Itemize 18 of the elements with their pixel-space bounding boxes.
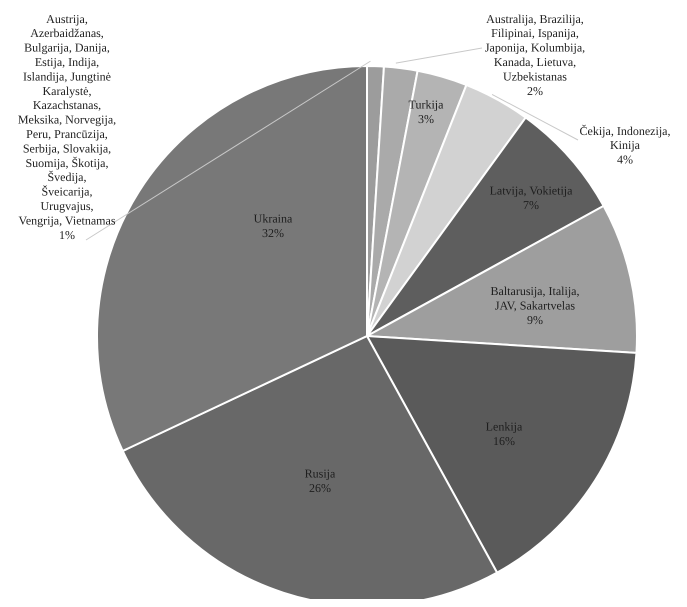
slice-label: Čekija, Indonezija, Kinija — [580, 124, 670, 152]
data-label: 4% — [617, 152, 633, 167]
slice-label: Baltarusija, Italija, JAV, Sakartvelas — [490, 284, 580, 313]
slice-label: Turkija — [408, 97, 444, 112]
slice-label: Ukraina — [254, 211, 293, 226]
data-label: 32% — [262, 226, 284, 240]
data-label: 26% — [309, 480, 331, 495]
data-label: 2% — [527, 84, 543, 98]
slice-label: Rusija — [304, 466, 336, 480]
slice-label: Lenkija — [486, 419, 523, 434]
data-label: 3% — [418, 112, 434, 126]
slice-label: Australija, Brazilija, Filipinai, Ispanija, Japonija, Kolumbija, Kanada, Lietuva, Uzbekistanas — [484, 12, 586, 84]
slice-label: Latvija, Vokietija — [490, 183, 574, 198]
data-label: 9% — [527, 313, 543, 327]
category-label: Austrija, Azerbaidžanas, Bulgarija, Danija, Estija, Indija, Islandija, Jungtinė Karalystė, Kazachstanas, Meksika, Norvegija, Peru, Prancūzija, Serbija, Slovakija, Suomija, Škotija, Švedija, Šveicarija, Urugvajus, Vengrija, Vietnamas — [18, 12, 116, 228]
data-label: 16% — [493, 434, 515, 448]
data-label: 1% — [59, 228, 75, 242]
data-label: 7% — [523, 198, 539, 212]
